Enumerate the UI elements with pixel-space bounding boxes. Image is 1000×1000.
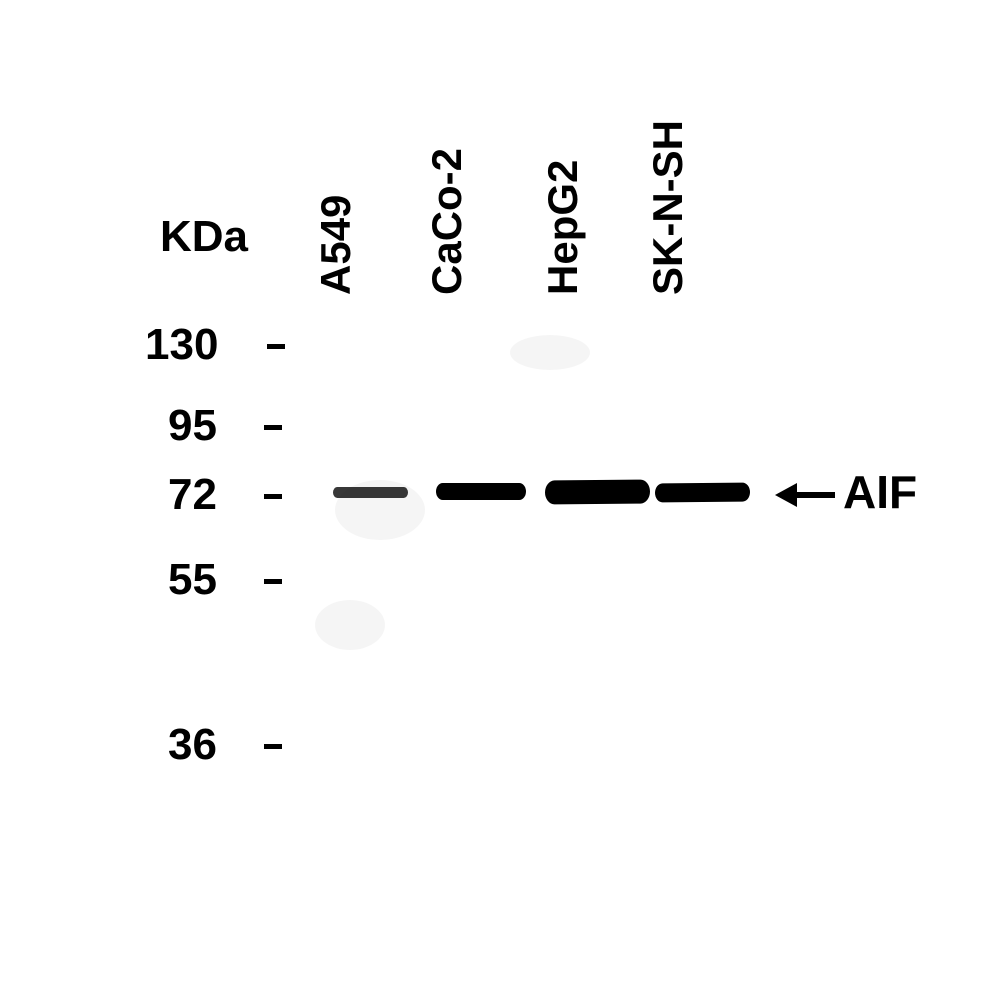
- lane-label: SK-N-SH: [644, 120, 692, 295]
- lane-label: CaCo-2: [423, 148, 471, 295]
- axis-unit-label: KDa: [160, 212, 248, 262]
- mw-marker-label: 36: [168, 720, 217, 770]
- blot-membrane: [295, 270, 795, 880]
- mw-marker-label: 55: [168, 555, 217, 605]
- mw-marker-tick: [264, 579, 282, 584]
- target-protein-label: AIF: [843, 465, 917, 519]
- protein-band: [545, 480, 650, 505]
- smudge: [315, 600, 385, 650]
- protein-band: [436, 483, 526, 500]
- mw-marker-tick: [264, 425, 282, 430]
- mw-marker-tick: [267, 344, 285, 349]
- target-arrow: [775, 478, 837, 512]
- mw-marker-label: 72: [168, 470, 217, 520]
- smudge: [510, 335, 590, 370]
- mw-marker-label: 130: [145, 320, 218, 370]
- lane-label: A549: [312, 195, 360, 295]
- protein-band: [655, 483, 750, 503]
- mw-marker-tick: [264, 744, 282, 749]
- lane-label: HepG2: [539, 160, 587, 295]
- protein-band: [333, 487, 408, 498]
- mw-marker-tick: [264, 494, 282, 499]
- mw-marker-label: 95: [168, 401, 217, 451]
